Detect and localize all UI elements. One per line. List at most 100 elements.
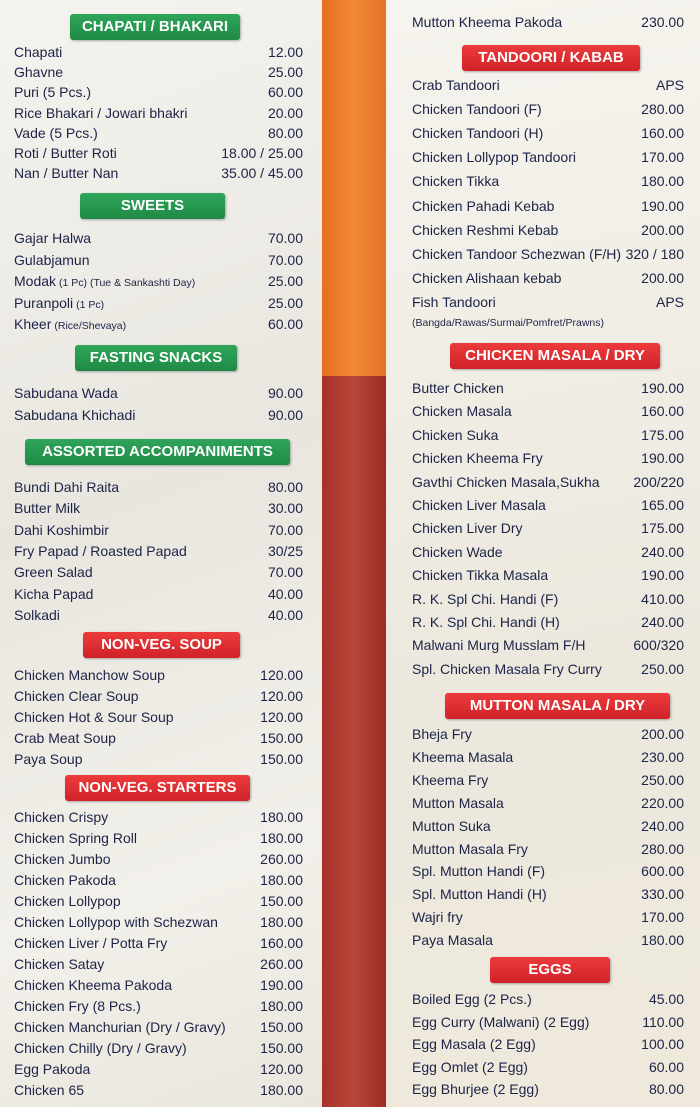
item-price: 120.00 [260,688,303,704]
item-price: 220.00 [641,794,684,811]
item-name: Vade (5 Pcs.) [14,124,98,141]
item-name: Egg Bhurjee (2 Egg) [412,1081,539,1097]
item-name: Ghavne [14,64,64,81]
item-name: Kheema Fry [412,771,489,788]
item-price: 180.00 [641,173,684,190]
item-name: Mutton Masala [412,794,504,811]
item-name: Chicken Tikka Masala [412,567,549,584]
item-price: 240.00 [641,543,684,560]
section-title: NON-VEG. STARTERS [65,775,250,801]
menu-item: Mutton Masala [412,794,504,812]
menu-item: Chicken Alishaan kebab [412,269,561,287]
menu-item: Chicken Tikka Masala [412,566,548,584]
menu-item: Chicken Jumbo [14,850,111,868]
item-price: 70.00 [267,251,303,268]
item-price: 40.00 [267,585,303,602]
section-title: CHICKEN MASALA / DRY [450,343,660,369]
item-name: R. K. Spl Chi. Handi (H) [412,614,560,630]
menu-item: Mutton Suka [412,817,491,835]
item-name: Gajar Halwa [14,230,92,246]
item-price: 150.00 [260,1019,303,1035]
menu-item: Dahi Koshimbir [14,521,109,539]
item-name: Chicken Lollypop [14,893,121,909]
menu-item: Chicken Tandoori (H) [412,124,543,142]
menu-item: Green Salad [14,563,93,581]
item-price: 230.00 [641,748,684,765]
menu-item: Kheer (Rice/Shevaya) [14,315,126,333]
item-price: 250.00 [641,771,684,788]
item-price: 150.00 [260,730,303,746]
menu-item: Chicken Tandoori (F) [412,100,542,118]
item-name: Chicken Wade [412,543,503,560]
item-name: Chicken 65 [14,1082,85,1098]
item-name: Mutton Kheema Pakoda [412,14,563,30]
item-name: Chicken Kheema Fry [412,450,543,467]
menu-item: Malwani Murg Musslam F/H [412,636,585,654]
menu-item: Chicken Liver Masala [412,496,546,514]
menu-item: Chicken Pahadi Kebab [412,197,554,215]
item-price: 35.00 / 45.00 [221,165,303,182]
menu-item: Mutton Masala Fry [412,840,528,858]
item-price: 160.00 [641,403,684,420]
stripe [322,376,386,1107]
item-price: APS [655,77,684,93]
item-price: 320 / 180 [625,245,684,262]
section-title: SWEETS [80,193,225,219]
item-price: 120.00 [260,667,303,683]
item-price: 25.00 [267,273,303,289]
menu-item: Solkadi [14,606,60,624]
menu-item: Chicken Tikka [412,172,499,190]
item-price: 110.00 [642,1013,684,1030]
menu-item: Chicken Masala [412,402,512,420]
item-name: Malwani Murg Musslam F/H [412,637,586,654]
menu-item: Chicken Manchurian (Dry / Gravy) [14,1018,226,1036]
item-price: 100.00 [641,1036,684,1052]
item-name: Bheja Fry [412,726,472,742]
menu-item: Ghavne [14,63,63,81]
item-price: 260.00 [260,851,303,867]
menu-item: Spl. Chicken Masala Fry Curry [412,660,602,678]
item-price: 240.00 [641,817,684,834]
item-name: Bundi Dahi Raita [14,479,120,495]
menu-item: Chicken Clear Soup [14,687,139,705]
item-name: Nan / Butter Nan [14,165,119,182]
section-title: FASTING SNACKS [75,345,237,371]
item-price: 200.00 [641,221,684,238]
item-price: 80.00 [267,479,303,495]
menu-item: Fry Papad / Roasted Papad [14,542,187,560]
item-price: 200/220 [633,473,684,490]
item-note: (Rice/Shevaya) [54,320,127,332]
item-price: 190.00 [260,977,303,993]
menu-item: Rice Bhakari / Jowari bhakri [14,104,188,122]
item-price: 250.00 [641,660,684,677]
menu-item: Butter Chicken [412,379,504,397]
item-name: Spl. Chicken Masala Fry Curry [412,660,602,677]
item-name: Chicken Tandoori (H) [412,125,544,142]
menu-item: Chicken Lollypop with Schezwan [14,913,218,931]
menu-item: Chicken Pakoda [14,871,116,889]
menu-item: Roti / Butter Roti [14,144,117,162]
item-price: 600.00 [641,863,684,880]
section-title: CHAPATI / BHAKARI [70,14,240,40]
item-name: Chicken Fry (8 Pcs.) [14,998,141,1014]
item-price: 180.00 [260,830,303,846]
item-price: 90.00 [267,406,303,423]
menu-item: Chicken Manchow Soup [14,666,165,684]
item-name: Chicken Reshmi Kebab [412,221,559,238]
item-price: 175.00 [641,426,684,443]
item-name: Egg Masala (2 Egg) [412,1036,536,1052]
menu-item: Bheja Fry [412,725,472,743]
menu-item: Paya Soup [14,750,83,768]
item-name: Solkadi [14,606,60,623]
menu-item: Egg Omlet (2 Egg) [412,1058,528,1076]
menu-item: Gajar Halwa [14,229,91,247]
section-title: ASSORTED ACCOMPANIMENTS [25,439,290,465]
menu-item: Chicken Chilly (Dry / Gravy) [14,1039,187,1057]
menu-item: Chicken 65 [14,1081,84,1099]
item-name: Roti / Butter Roti [14,145,117,161]
item-name: Chicken Liver Dry [412,520,523,537]
item-name: Rice Bhakari / Jowari bhakri [14,104,188,121]
item-name: Chicken Liver Masala [412,497,546,513]
stripe [322,0,386,376]
